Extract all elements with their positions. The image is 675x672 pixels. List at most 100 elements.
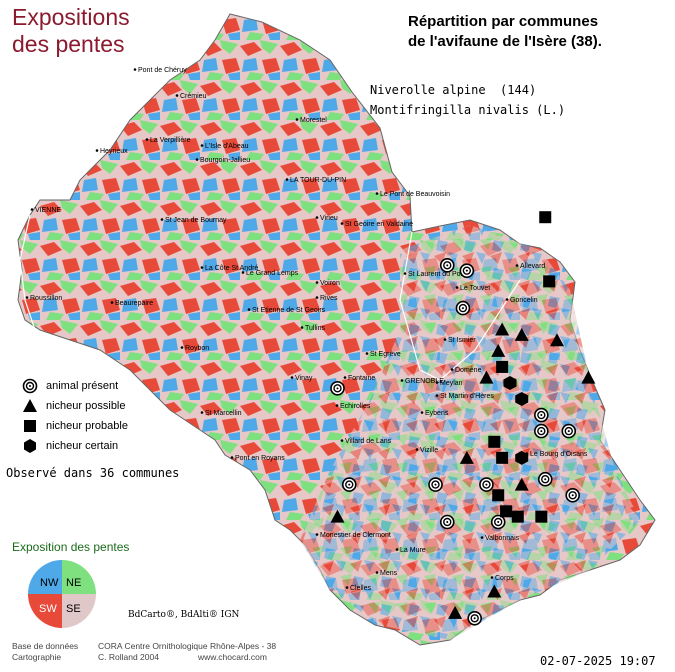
quadrant-label-nw: NW	[40, 577, 59, 589]
observation-triangle-23	[514, 477, 529, 491]
town-38: Vizille	[415, 447, 438, 454]
town-dot	[315, 216, 319, 219]
credits-carto-value: C. Rolland 2004	[98, 652, 159, 662]
town-45: Mens	[375, 570, 398, 577]
town-dot	[365, 352, 369, 355]
species-latin-name: Montifringilla nivalis (L.)	[370, 103, 566, 117]
observation-circle-target-10	[428, 477, 443, 492]
town-label: Villard de Lans	[345, 438, 392, 445]
town-label: St Jean de Bournay	[165, 217, 227, 224]
town-dot	[335, 404, 339, 407]
town-label: St Marcellin	[205, 410, 242, 417]
town-dot	[200, 266, 204, 269]
town-label: Beaurepaire	[115, 300, 153, 307]
town-label: La Côte St André	[205, 265, 258, 272]
observation-circle-target-9	[479, 477, 494, 492]
town-dot	[505, 298, 509, 301]
town-label: Vinay	[295, 375, 313, 382]
town-dot	[290, 376, 294, 379]
legend-label-present: animal présent	[46, 380, 119, 392]
town-label: Fontaine	[348, 375, 375, 382]
town-label: VIENNE	[35, 207, 61, 214]
observation-square-27	[539, 211, 552, 224]
observation-circle-target-1	[439, 258, 455, 273]
town-label: Eybens	[425, 410, 449, 417]
town-dot	[30, 208, 34, 211]
observation-triangle-24	[330, 509, 345, 523]
town-label: Vizille	[420, 447, 438, 454]
quadrant-sw	[28, 594, 62, 628]
generation-date: 02-07-2025 19:07	[540, 654, 656, 668]
town-dot	[295, 118, 299, 121]
town-1: Pont de Chéruy	[133, 67, 187, 74]
town-label: Voiron	[320, 280, 340, 287]
observed-count: Observé dans 36 communes	[6, 466, 180, 480]
quadrant-label-sw: SW	[39, 603, 57, 615]
town-dot	[25, 296, 29, 299]
town-40: Le Bourg d'Oisans	[525, 451, 588, 458]
exposition-title: Exposition des pentes	[12, 540, 130, 554]
credits-row-database: Base de données CORA Centre Ornithologiqu…	[12, 641, 276, 652]
legend-item-certain: nicheur certain	[20, 436, 128, 456]
town-dot	[340, 222, 344, 225]
repartition-heading: Répartition par communes de l'avifaune d…	[408, 12, 602, 52]
observation-square-30	[488, 435, 501, 448]
credits-db-value: CORA Centre Ornithologique Rhône-Alpes -…	[98, 641, 277, 651]
town-dot	[490, 576, 494, 579]
town-label: St Geoire en Valdaine	[345, 221, 413, 228]
town-4: La Verpillière	[145, 137, 191, 144]
town-14: La Côte St André	[200, 265, 258, 272]
town-15: Le Grand Lemps	[241, 270, 299, 277]
observation-square-33	[500, 505, 513, 518]
observation-hexagon-37	[515, 392, 529, 407]
town-dot	[315, 296, 319, 299]
observation-triangle-25	[487, 584, 502, 598]
town-dot	[395, 548, 399, 551]
town-43: La Mure	[395, 547, 426, 554]
town-44: Corps	[490, 575, 514, 582]
town-dot	[315, 281, 319, 284]
title-line2: des pentes	[12, 31, 125, 57]
observation-circle-target-7	[561, 423, 577, 439]
town-13: St Geoire en Valdaine	[340, 221, 413, 228]
town-dot	[345, 586, 349, 589]
observation-circle-target-11	[490, 514, 506, 530]
town-12: Virieu	[315, 215, 338, 222]
legend-label-possible: nicheur possible	[46, 400, 126, 412]
town-dot	[175, 94, 179, 97]
quadrant-nw	[28, 560, 62, 594]
town-label: Pont en Royans	[235, 455, 285, 462]
observation-square-29	[496, 360, 509, 373]
observation-square-31	[496, 451, 509, 464]
town-35: Echirolles	[335, 403, 371, 410]
town-label: Monestier de Clermont	[320, 532, 391, 539]
town-8: LA TOUR-DU-PIN	[285, 177, 346, 184]
town-label: LA TOUR-DU-PIN	[290, 177, 346, 184]
town-label: Allevard	[520, 263, 545, 270]
observation-circle-target-12	[565, 487, 580, 503]
observation-square-35	[535, 510, 548, 523]
observation-square-32	[492, 489, 505, 502]
town-label: St Egrève	[370, 351, 401, 358]
town-dot	[450, 368, 454, 371]
alpine-zone-shading	[300, 225, 640, 640]
town-label: Echirolles	[340, 403, 371, 410]
town-dot	[435, 381, 439, 384]
town-dot	[435, 394, 439, 397]
observation-square-28	[543, 275, 556, 288]
town-dot	[195, 158, 199, 161]
town-26: Roybon	[180, 345, 209, 352]
legend-label-probable: nicheur probable	[46, 420, 128, 432]
exposition-rose: NW NE SW SE	[28, 560, 96, 628]
town-label: La Verpillière	[150, 137, 191, 144]
observation-circle-target-3	[455, 300, 471, 316]
target-circle-icon	[20, 377, 40, 395]
town-28: St Ismier	[443, 337, 476, 344]
observation-triangle-18	[550, 333, 565, 347]
town-label: Roybon	[185, 345, 209, 352]
observation-circle-target-6	[534, 423, 549, 439]
town-dot	[343, 376, 347, 379]
town-10: VIENNE	[30, 207, 61, 214]
species-common-name: Niverolle alpine (144)	[370, 83, 537, 97]
